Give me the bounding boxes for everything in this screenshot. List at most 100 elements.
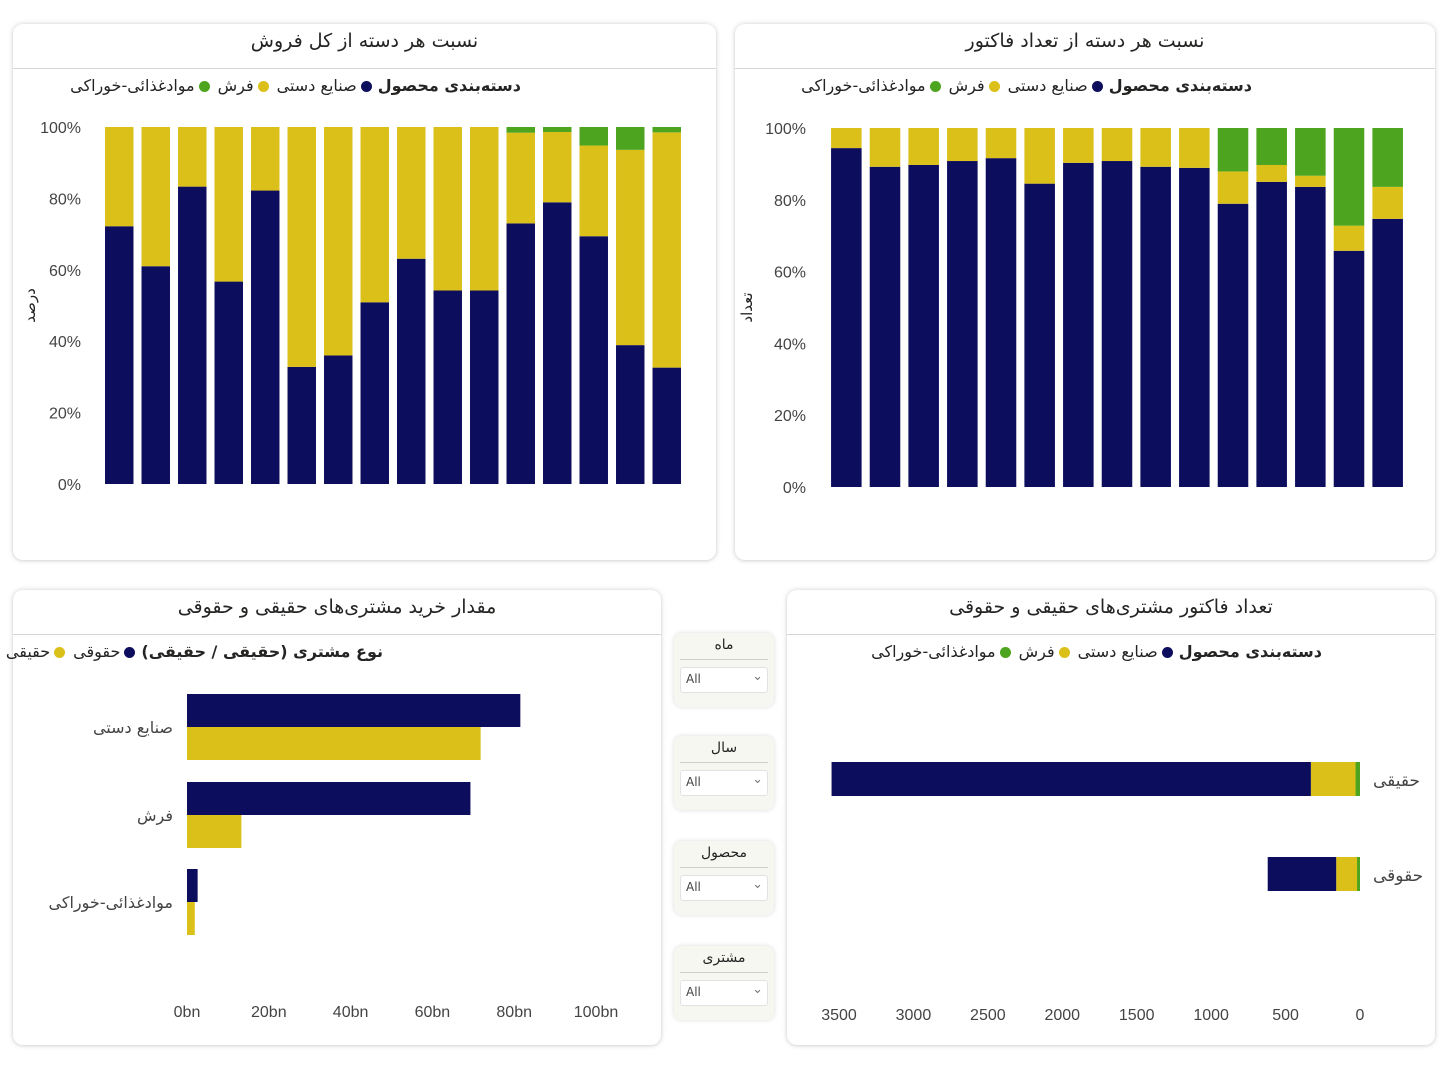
legend-dot bbox=[988, 81, 1000, 92]
dropdown-value: All bbox=[686, 880, 701, 894]
legend-dot bbox=[929, 81, 941, 92]
bar-segment bbox=[1256, 164, 1287, 182]
bar bbox=[187, 782, 471, 815]
bar-segment bbox=[324, 127, 353, 356]
bar-segment bbox=[616, 345, 645, 484]
bar-segment bbox=[506, 223, 535, 484]
bar-segment bbox=[579, 145, 608, 237]
category-label: فرش bbox=[137, 806, 173, 826]
category-label: صنایع دستی bbox=[93, 718, 173, 738]
bar-segment bbox=[1179, 128, 1210, 168]
legend-item-handicraft[interactable]: صنایع دستی bbox=[1008, 76, 1103, 95]
chevron-down-icon: ⌄ bbox=[752, 982, 763, 997]
legend-item-handicraft[interactable]: صنایع دستی bbox=[277, 76, 372, 95]
slicer-divider bbox=[680, 762, 768, 763]
invoice-share-plot: 100% 80% 60% 40% 20% 0% تعداد bbox=[738, 121, 1403, 497]
x-tick-label: 40bn bbox=[333, 1004, 369, 1021]
legend-label: موادغذائی-خوراکی bbox=[70, 76, 195, 95]
bar-segment bbox=[470, 127, 499, 291]
legend-label: فرش bbox=[217, 76, 254, 95]
bar-segment bbox=[433, 127, 462, 291]
legend-title: دسته‌بندی محصول bbox=[377, 76, 521, 95]
bar-segment bbox=[1179, 167, 1210, 487]
x-tick-label: 3500 bbox=[821, 1007, 857, 1024]
invoice-count-legend: دسته‌بندی محصول صنایع دستی فرش موادغذائی-خو… bbox=[863, 642, 1322, 666]
x-tick-label: 20bn bbox=[251, 1004, 287, 1021]
y-axis-title: درصد bbox=[21, 288, 39, 323]
legend-dot bbox=[360, 81, 372, 92]
customer-slicer: مشتری All ⌄ bbox=[674, 946, 774, 1020]
chevron-down-icon: ⌄ bbox=[752, 772, 763, 787]
legend-item-legal[interactable]: حقوقی bbox=[73, 642, 136, 661]
bar-segment bbox=[506, 127, 535, 133]
legend-item-handicraft[interactable]: صنایع دستی bbox=[1078, 642, 1173, 661]
legend-dot bbox=[198, 81, 210, 92]
legend-item-carpet[interactable]: فرش bbox=[1019, 642, 1070, 661]
x-tick-label: 80bn bbox=[496, 1004, 532, 1021]
legend-item-carpet[interactable]: فرش bbox=[949, 76, 1000, 95]
bar-segment bbox=[287, 127, 316, 367]
slicer-title: ماه bbox=[714, 637, 734, 653]
bar-segment bbox=[1336, 857, 1358, 891]
legend-item-food[interactable]: موادغذائی-خوراکی bbox=[70, 76, 210, 95]
y-tick-label: 100% bbox=[765, 121, 806, 138]
bar bbox=[187, 902, 195, 935]
dropdown-value: All bbox=[686, 672, 701, 686]
bar-segment bbox=[1372, 128, 1403, 187]
bar bbox=[187, 869, 198, 902]
year-dropdown[interactable]: All ⌄ bbox=[680, 770, 768, 796]
legend-item-food[interactable]: موادغذائی-خوراکی bbox=[801, 76, 941, 95]
bar-segment bbox=[543, 131, 572, 203]
chevron-down-icon: ⌄ bbox=[752, 877, 763, 892]
bar-segment bbox=[1063, 128, 1094, 163]
bar-segment bbox=[214, 281, 243, 484]
bar-segment bbox=[947, 161, 978, 487]
legend-item-food[interactable]: موادغذائی-خوراکی bbox=[871, 642, 1011, 661]
bar-segment bbox=[1101, 161, 1133, 487]
title-divider bbox=[13, 634, 661, 635]
y-tick-label: 40% bbox=[774, 336, 806, 353]
slicer-title: سال bbox=[710, 740, 738, 756]
title-divider bbox=[787, 634, 1435, 635]
product-dropdown[interactable]: All ⌄ bbox=[680, 875, 768, 901]
bar-segment bbox=[543, 127, 572, 132]
legend-item-carpet[interactable]: فرش bbox=[218, 76, 269, 95]
y-axis-title: تعداد bbox=[738, 292, 756, 322]
month-dropdown[interactable]: All ⌄ bbox=[680, 667, 768, 693]
legend-label: صنایع دستی bbox=[276, 76, 357, 95]
x-tick-label: 500 bbox=[1272, 1007, 1299, 1024]
legend-item-natural[interactable]: حقیقی bbox=[6, 642, 66, 661]
bar-segment bbox=[324, 355, 353, 484]
bar-segment bbox=[985, 128, 1017, 159]
legend-dot bbox=[124, 647, 136, 658]
legend-label: حقوقی bbox=[73, 642, 121, 661]
bar-segment bbox=[652, 127, 681, 133]
bar-segment bbox=[214, 127, 243, 282]
purchase-amount-title: مقدار خرید مشتری‌های حقیقی و حقوقی bbox=[177, 596, 497, 618]
slicer-divider bbox=[680, 972, 768, 973]
bar-segment bbox=[141, 266, 170, 484]
customer-dropdown[interactable]: All ⌄ bbox=[680, 980, 768, 1006]
bar-segment bbox=[652, 132, 681, 368]
bar-segment bbox=[1024, 128, 1055, 184]
slicer-title: محصول bbox=[700, 845, 748, 861]
purchase-amount-legend: نوع مشتری (حقیقی / حقیقی) حقوقی حقیقی bbox=[0, 642, 383, 666]
slicer-title: مشتری bbox=[702, 950, 746, 966]
bar-segment bbox=[287, 366, 316, 484]
product-slicer: محصول All ⌄ bbox=[674, 841, 774, 915]
bar-segment bbox=[178, 127, 207, 187]
bar-segment bbox=[1256, 181, 1287, 487]
bar-segment bbox=[1101, 128, 1133, 162]
legend-title: دسته‌بندی محصول bbox=[1178, 642, 1322, 661]
bar-segment bbox=[869, 166, 901, 487]
x-tick-label: 100bn bbox=[574, 1004, 619, 1021]
bar-segment bbox=[1063, 162, 1094, 487]
sales-share-legend: دسته‌بندی محصول صنایع دستی فرش موادغذائی-خو… bbox=[62, 76, 521, 100]
sales-share-plot: 100% 80% 60% 40% 20% 0% درصد bbox=[21, 120, 681, 494]
bar-segment bbox=[1140, 128, 1171, 167]
title-divider bbox=[735, 68, 1435, 69]
bar-segment bbox=[1355, 762, 1360, 796]
bar-segment bbox=[360, 127, 389, 303]
y-tick-label: 20% bbox=[49, 406, 81, 423]
invoice-count-title: تعداد فاکتور مشتری‌های حقیقی و حقوقی bbox=[949, 596, 1273, 618]
